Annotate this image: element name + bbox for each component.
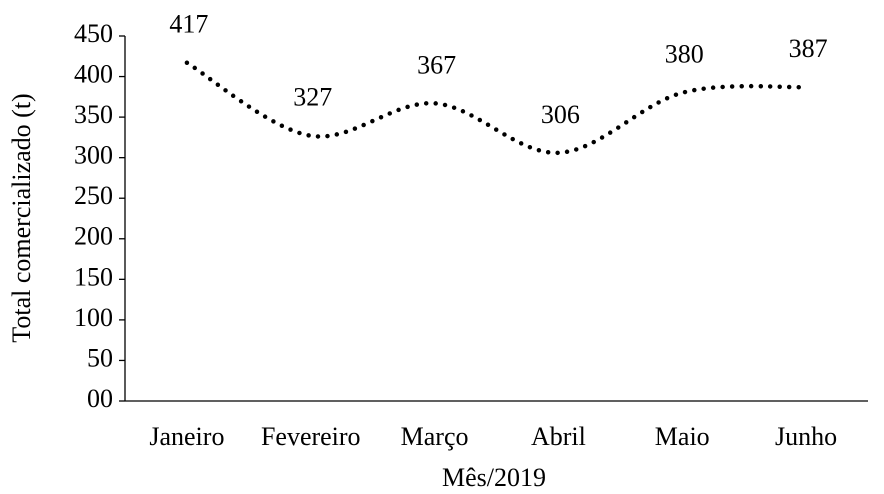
y-tick-label: 00 — [87, 384, 113, 413]
x-tick-label: Março — [401, 422, 469, 451]
x-tick-label: Maio — [655, 422, 710, 451]
data-label: 380 — [665, 40, 704, 69]
x-axis-label: Mês/2019 — [442, 463, 546, 492]
line — [184, 60, 809, 156]
y-tick-label: 100 — [74, 303, 113, 332]
y-tick-label: 400 — [74, 60, 113, 89]
y-tick-label: 250 — [74, 181, 113, 210]
data-label: 417 — [169, 10, 208, 39]
x-tick-label: Junho — [775, 422, 837, 451]
y-tick-label: 450 — [74, 19, 113, 48]
data-label: 327 — [293, 83, 332, 112]
data-label: 306 — [541, 100, 580, 129]
y-axis-label: Total comercializado (t) — [7, 93, 36, 342]
y-tick-label: 200 — [74, 222, 113, 251]
y-tick-label: 300 — [74, 141, 113, 170]
data-label: 387 — [789, 34, 828, 63]
y-tick-label: 350 — [74, 100, 113, 129]
x-tick-label: Janeiro — [149, 422, 224, 451]
y-tick-label: 150 — [74, 262, 113, 291]
y-tick-label: 50 — [87, 343, 113, 372]
x-tick-label: Fevereiro — [261, 422, 361, 451]
x-tick-label: Abril — [531, 422, 586, 451]
data-label: 367 — [417, 50, 456, 79]
